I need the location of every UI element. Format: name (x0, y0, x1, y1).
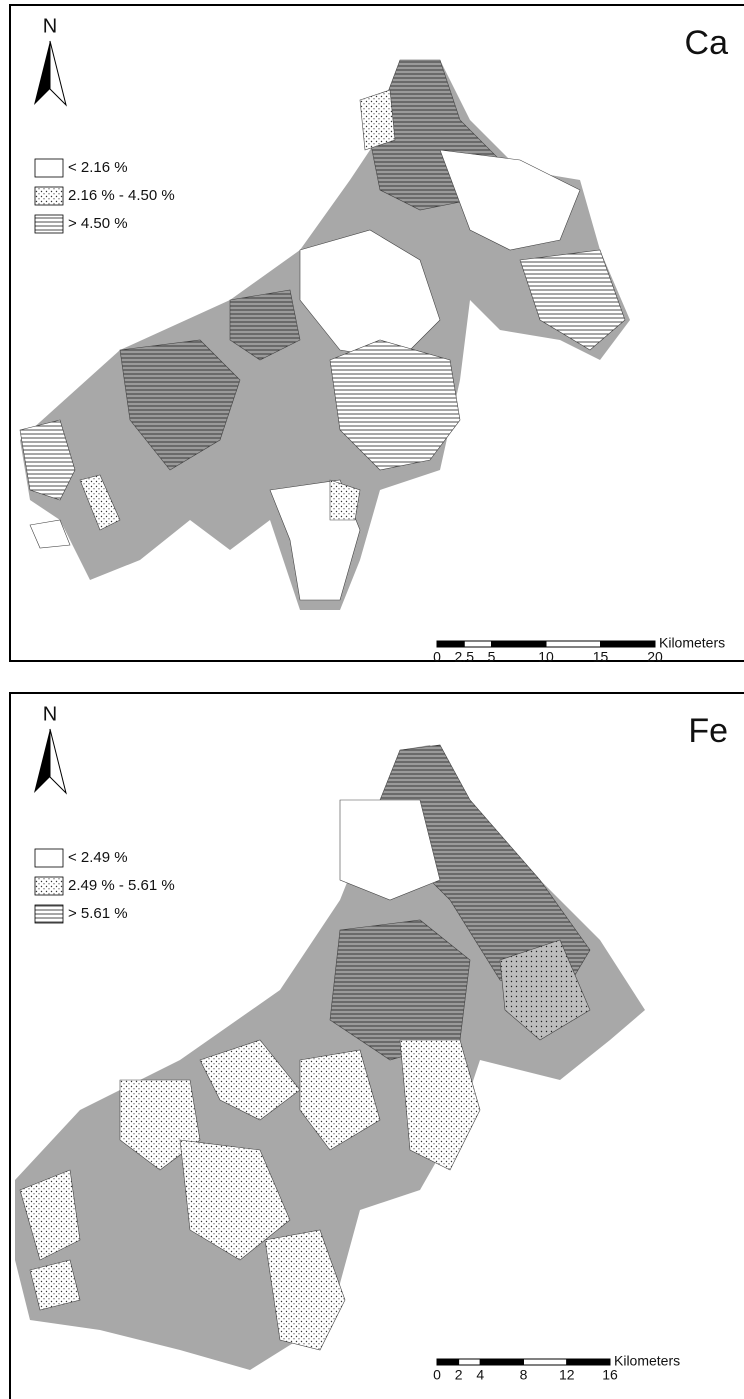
scale-tick-label: 15 (593, 649, 609, 665)
legend-label: > 4.50 % (68, 215, 128, 232)
scale-bar-segment (601, 641, 656, 647)
scale-bar-segment (464, 641, 491, 647)
scale-tick-label: 8 (520, 1367, 528, 1383)
scale-tick-label: 10 (538, 649, 554, 665)
legend-swatch (35, 215, 63, 233)
legend-swatch (35, 187, 63, 205)
legend-swatch (35, 159, 63, 177)
scale-tick-label: 16 (602, 1367, 618, 1383)
north-label: N (43, 703, 57, 725)
page: {"panels": [ {"label": "Ca", "north": "N… (0, 0, 744, 1399)
scale-bar-segment (437, 641, 464, 647)
legend-swatch (35, 849, 63, 867)
figure: Ca N < 2.16 % 2.16 % - 4.50 % > 4.50 % 0 2.5 5 1… (0, 0, 744, 1399)
scale-unit: Kilometers (659, 635, 725, 651)
legend-swatch (35, 877, 63, 895)
legend-label: < 2.16 % (68, 159, 128, 176)
scale-bar-segment (437, 1359, 459, 1365)
scale-tick-label: 4 (476, 1367, 484, 1383)
scale-bar-segment (492, 641, 547, 647)
scale-bar-segment (459, 1359, 481, 1365)
map-panel: Ca N < 2.16 % 2.16 % - 4.50 % > 4.50 % 0 2.5 5 1… (10, 5, 744, 665)
panel-title: Fe (688, 712, 728, 750)
scale-tick-label: 5 (488, 649, 496, 665)
scale-bar-segment (567, 1359, 610, 1365)
legend-label: 2.16 % - 4.50 % (68, 187, 175, 204)
scale-tick-label: 2 (455, 1367, 463, 1383)
legend-label: 2.49 % - 5.61 % (68, 877, 175, 894)
legend-label: < 2.49 % (68, 849, 128, 866)
scale-bar-segment (524, 1359, 567, 1365)
scale-tick-label: 0 (433, 1367, 441, 1383)
scale-tick-label: 20 (647, 649, 663, 665)
scale-tick-label: 2.5 (455, 649, 475, 665)
legend-swatch (35, 905, 63, 923)
panel-title: Ca (685, 24, 729, 62)
scale-unit: Kilometers (614, 1353, 680, 1369)
north-label: N (43, 15, 57, 37)
scale-tick-label: 12 (559, 1367, 575, 1383)
scale-bar-segment (546, 641, 601, 647)
legend-label: > 5.61 % (68, 905, 128, 922)
scale-tick-label: 0 (433, 649, 441, 665)
scale-bar-segment (480, 1359, 523, 1365)
